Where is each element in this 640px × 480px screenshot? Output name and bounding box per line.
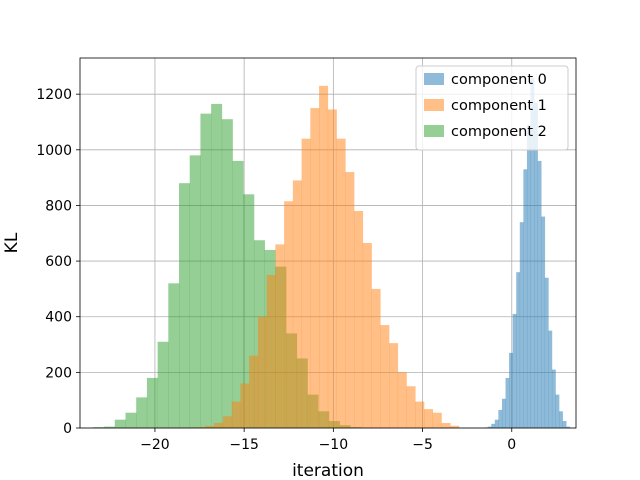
histogram-bar [211,103,223,428]
histogram-bar [491,423,496,428]
legend-label: component 2 [451,124,547,140]
histogram-bar [415,401,425,428]
histogram-bar [257,316,267,428]
histogram-bar [231,401,241,428]
y-tick-label: 400 [45,310,72,326]
y-tick-label: 1200 [36,87,72,103]
histogram-bar [423,409,434,428]
histogram-bar [537,160,542,429]
histogram-bar [501,398,506,428]
histogram-bar [249,355,259,428]
x-tick-label: −10 [319,437,349,453]
histogram-bar [221,119,233,429]
histogram-bar [380,325,390,428]
histogram-bar [104,426,116,428]
histogram-bar [566,426,571,428]
histogram-bar [397,372,407,428]
histogram-bar [189,155,201,429]
histogram-bar [441,422,451,428]
histogram-bar [214,422,224,428]
histogram-bar [541,216,546,428]
histogram-bar [505,377,510,428]
histogram-bar [125,412,137,428]
histogram-bar [534,102,538,428]
x-tick-label: 0 [507,437,516,453]
histogram-bar [232,160,244,429]
histogram-bar [509,352,513,428]
histogram-bar [432,412,442,428]
histogram-bar [487,426,492,428]
histogram-bar [526,124,531,429]
y-tick-label: 800 [45,198,72,214]
histogram-bar [266,274,276,428]
histogram-bar [450,425,460,428]
legend-swatch [424,73,444,85]
histogram-bar [240,383,250,428]
histogram-bar [275,244,285,428]
histogram-bar [136,397,148,428]
histogram-bars [93,77,571,429]
legend-label: component 0 [451,72,547,88]
histogram-bar [519,222,524,428]
y-tick-label: 200 [45,365,72,381]
histogram-bar [516,272,521,428]
histogram-bar [494,419,499,428]
histogram-bar [327,109,337,429]
axis-ticks: −20 −15 −10 −5 0 0 200 400 600 800 1000 1200 [36,87,516,453]
legend-swatch [424,125,444,137]
histogram-bar [336,138,346,428]
histogram-bar [354,211,364,428]
histogram-bar [562,421,567,428]
histogram-bar [292,180,302,428]
y-axis-label: KL [2,232,22,253]
plot-frame [79,57,577,429]
x-axis-label: iteration [292,461,364,480]
histogram-bar [301,138,311,428]
histogram-bar [157,341,169,428]
histogram-bar [523,169,528,428]
x-tick-label: −15 [229,437,259,453]
histogram-bar [222,416,232,428]
y-tick-label: 600 [45,254,72,270]
histogram-bar [362,243,372,428]
histogram-bar [530,77,535,428]
histogram-bar [284,201,294,428]
legend-box [415,65,569,151]
histogram-bar [319,85,329,428]
histogram-bar [179,183,191,428]
histogram-bar [389,343,399,428]
histogram-bar [93,427,105,428]
histogram-bar [310,108,320,428]
histogram-bar [544,277,549,428]
legend: component 0 component 1 component 2 [415,65,569,151]
histogram-bar [205,425,215,428]
y-tick-label: 0 [63,421,72,437]
histogram-bar [146,377,158,428]
histogram-bar [371,288,381,428]
y-tick-label: 1000 [36,143,72,159]
x-tick-label: −20 [140,437,170,453]
histogram-bar [512,313,517,428]
legend-swatch [424,99,444,111]
histogram-bar [168,283,180,428]
histogram-bar [551,369,556,428]
histogram-bar [200,113,212,428]
histogram-bar [345,172,355,428]
histogram-bar [114,419,126,428]
histogram-bar [555,394,560,428]
legend-label: component 1 [451,98,547,114]
histogram-bar [406,386,416,428]
histogram-bar [548,330,553,428]
histogram-bar [243,194,255,428]
x-tick-label: −5 [412,437,433,453]
histogram-bar [559,411,563,428]
histogram-bar [196,427,206,428]
histogram-bar [498,409,503,428]
